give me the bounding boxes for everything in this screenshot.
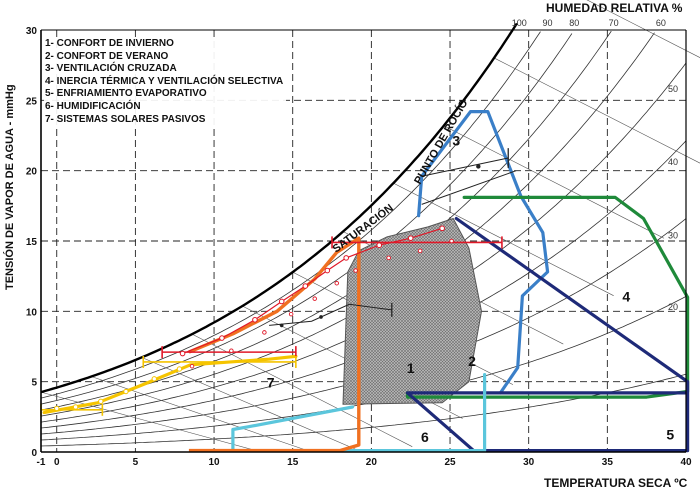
wet-bulb-line (586, 0, 700, 58)
rh-side-label: 40 (668, 157, 678, 167)
x-tick-label: 5 (133, 457, 139, 468)
rh-top-label: 70 (609, 18, 619, 28)
x-tick-label: 40 (680, 457, 692, 468)
reference-line (421, 170, 517, 205)
zone-label-3: 3 (452, 132, 460, 148)
saturation-line (40, 22, 518, 394)
y-tick-label: 30 (26, 26, 38, 37)
y-tick-label: 0 (31, 448, 37, 459)
y-tick-label: 10 (26, 307, 38, 318)
black-point (279, 323, 284, 328)
rh-top-label: 90 (543, 18, 553, 28)
rh-curve-80 (40, 33, 573, 405)
zone-markers: 1 2 3 4 5 6 7 (40, 132, 674, 445)
wet-bulb-line (40, 391, 262, 453)
red-point (278, 298, 285, 305)
red-point (353, 268, 358, 273)
red-point (343, 255, 349, 261)
red-point (229, 348, 234, 353)
red-point (324, 267, 331, 274)
red-trace (182, 227, 443, 355)
y-tick-label: 5 (31, 378, 37, 389)
legend-item-6: 6- HUMIDIFICACIÓN (45, 100, 141, 112)
black-trace (269, 303, 392, 326)
x-tick-label: 10 (208, 457, 220, 468)
zone-label-4: 4 (622, 288, 630, 304)
relative-humidity-title: HUMEDAD RELATIVA % (546, 1, 683, 15)
x-tick-label: 35 (602, 457, 614, 468)
rh-top-label: 60 (656, 18, 666, 28)
legend: 1- CONFORT DE INVIERNO 2- CONFORT DE VER… (44, 37, 287, 128)
zone-label-5: 5 (666, 426, 674, 442)
y-tick-label: 25 (26, 96, 38, 107)
yellow-point (176, 366, 183, 372)
yellow-point (54, 405, 60, 412)
red-point (189, 363, 195, 369)
red-point (439, 225, 445, 232)
red-point (312, 296, 317, 301)
x-tick-label: 25 (444, 457, 456, 468)
reference-point (476, 164, 481, 169)
zone-7-outline (42, 354, 298, 415)
legend-item-4: 4- INERCIA TÉRMICA Y VENTILACIÓN SELECTI… (45, 75, 284, 87)
rh-side-label: 30 (668, 230, 678, 240)
red-point (219, 335, 225, 341)
zone-label-2: 2 (468, 353, 476, 369)
red-point (334, 280, 340, 286)
orange-zone-outline (188, 236, 361, 453)
x-tick-label: 30 (523, 457, 535, 468)
wet-bulb-line (141, 357, 363, 453)
yellow-point (98, 398, 104, 405)
rh-curve-90 (40, 31, 541, 399)
bioclimatic-zones (42, 109, 690, 453)
x-tick-label: 15 (287, 457, 299, 468)
y-axis-label: TENSIÓN DE VAPOR DE AGUA - mmHg (3, 84, 16, 290)
red-point (449, 238, 454, 244)
zone-label-7: 7 (267, 374, 275, 390)
rh-side-label: 20 (668, 302, 678, 312)
rh-top-label: 100 (512, 18, 527, 28)
reference-line (421, 157, 509, 177)
zone-1-area (342, 217, 483, 405)
x-axis-label: TEMPERATURA SECA ºC (544, 476, 688, 490)
red-point (179, 350, 186, 357)
legend-item-1: 1- CONFORT DE INVIERNO (45, 38, 174, 49)
x-tick-label: 0 (54, 457, 60, 468)
legend-item-5: 5- ENFRIAMIENTO EVAPORATIVO (45, 88, 207, 100)
rh-side-label: 50 (668, 84, 678, 94)
legend-item-7: 7- SISTEMAS SOLARES PASIVOS (45, 113, 206, 125)
legend-item-2: 2- CONFORT DE VERANO (45, 50, 169, 62)
red-point (262, 330, 267, 335)
red-point (407, 235, 414, 241)
zone-label-1: 1 (407, 360, 415, 376)
x-tick-label: -1 (37, 457, 46, 468)
red-point (302, 283, 309, 289)
zone-5-outline (405, 216, 690, 453)
red-point (386, 255, 391, 261)
y-tick-label: 20 (26, 167, 38, 178)
zone-4-outline (405, 195, 690, 399)
wet-bulb-line (443, 125, 665, 239)
yellow-point (151, 376, 157, 382)
y-tick-label: 15 (26, 237, 38, 248)
red-point (417, 248, 423, 254)
zone-3-outline (417, 109, 550, 395)
legend-item-3: 3- VENTILACIÓN CRUZADA (45, 63, 177, 75)
red-point (288, 311, 294, 317)
black-point (319, 315, 323, 319)
x-tick-label: 20 (366, 457, 378, 468)
yellow-point (123, 388, 129, 395)
saturation-curve (40, 22, 518, 394)
rh-top-label: 80 (569, 18, 579, 28)
red-point (376, 242, 383, 249)
red-point (252, 316, 258, 323)
wet-bulb-line (493, 57, 700, 164)
zone-label-6: 6 (421, 429, 429, 445)
zone-6-outline (231, 373, 487, 453)
yellow-point (72, 404, 79, 410)
